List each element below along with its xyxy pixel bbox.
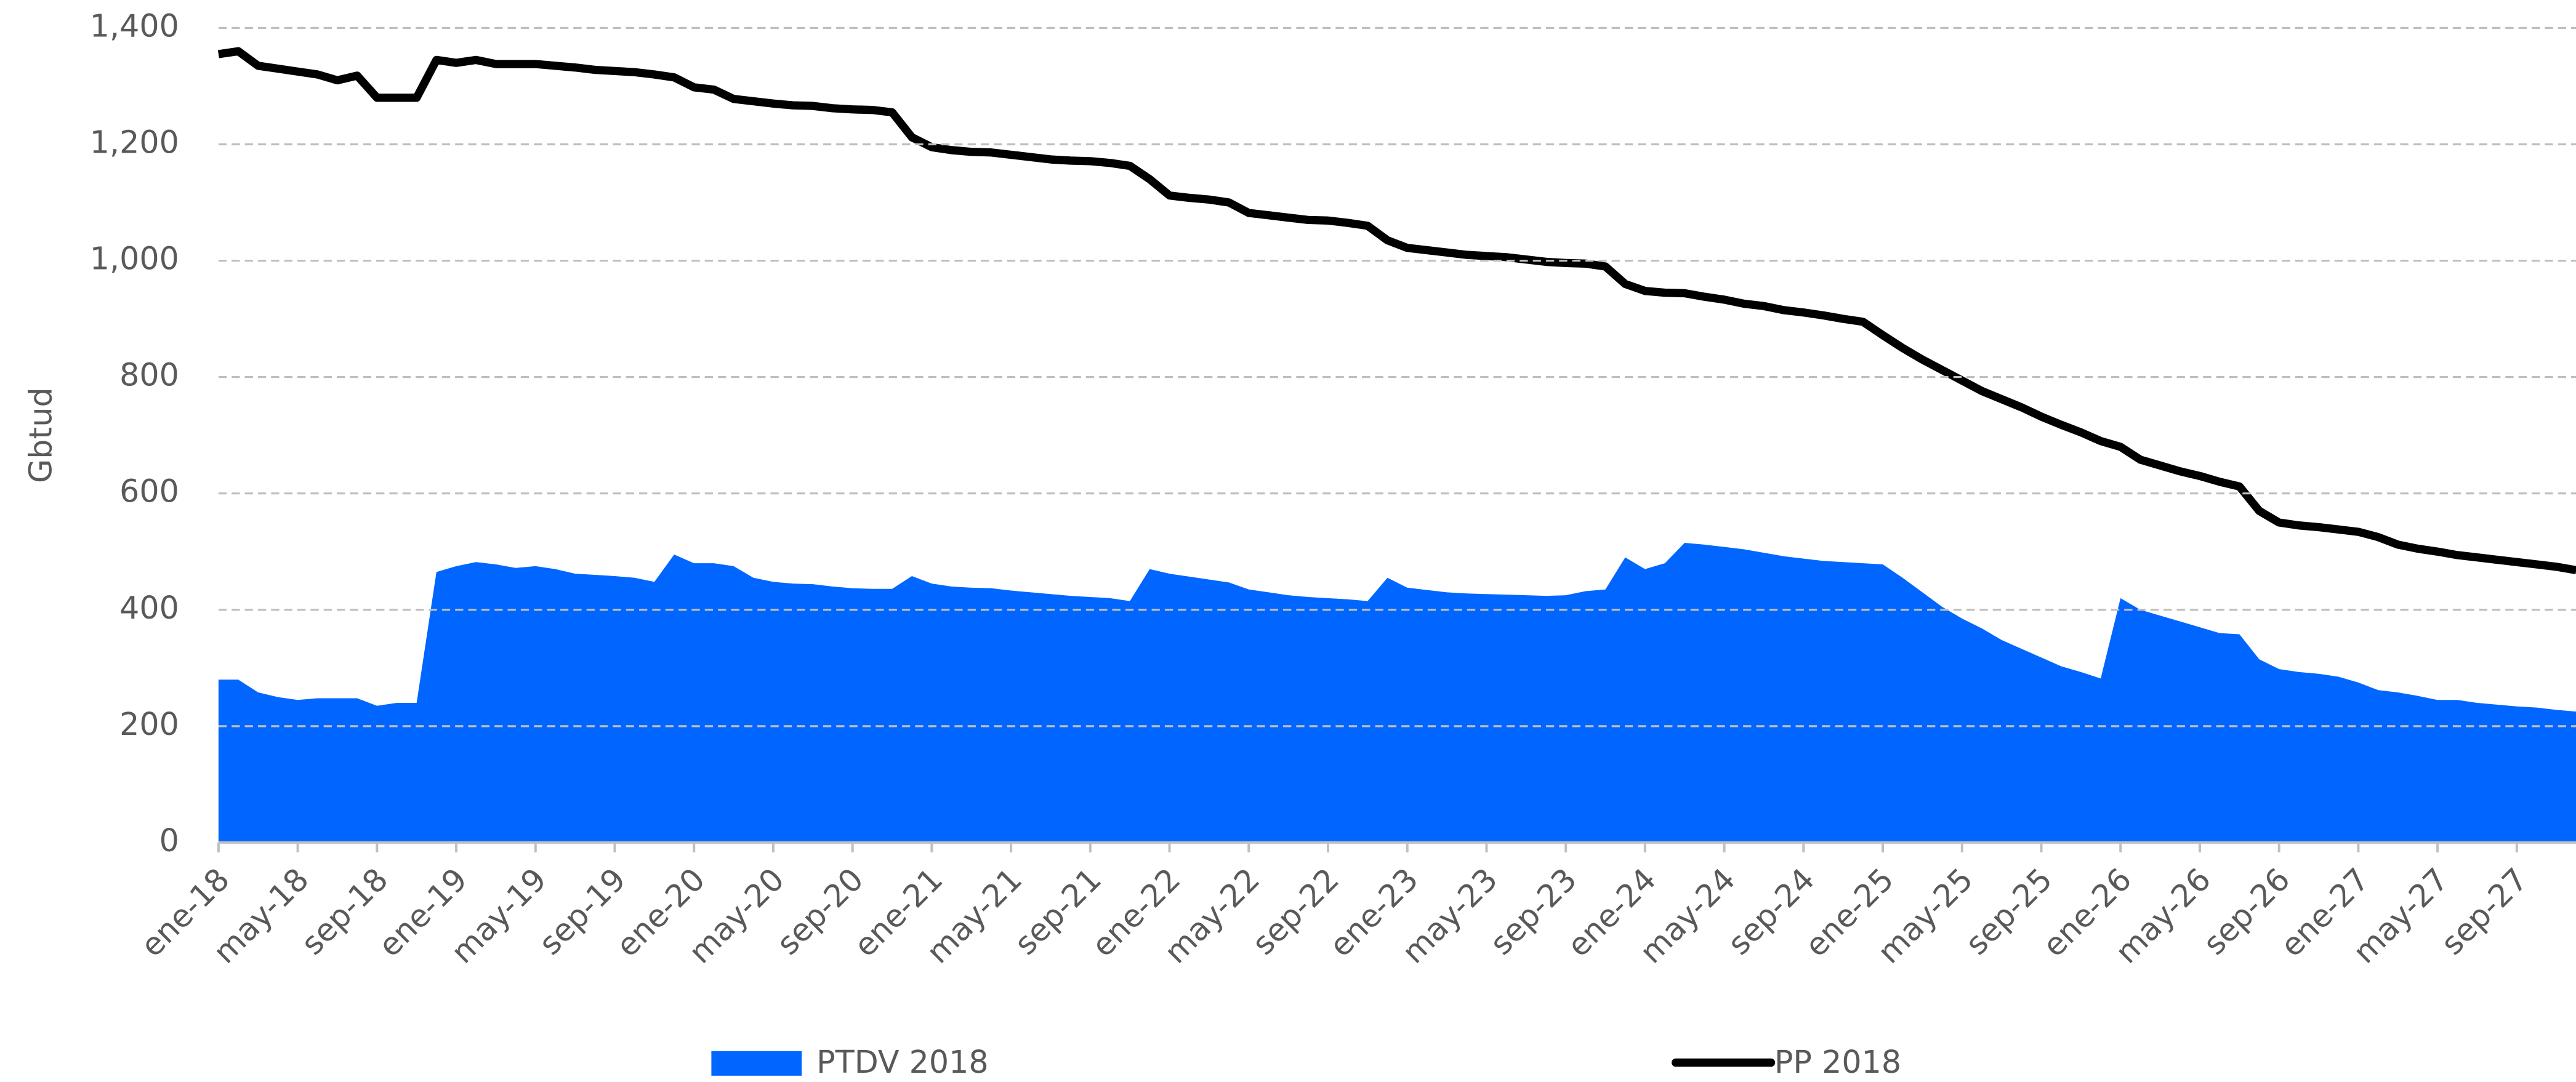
y-tick-label: 200 (119, 706, 179, 742)
y-tick-label: 1,000 (90, 241, 179, 277)
legend-label: PP 2018 (1774, 1044, 1901, 1080)
legend-swatch (711, 1051, 802, 1076)
y-tick-label: 400 (119, 590, 179, 626)
y-tick-label: 1,200 (90, 124, 179, 160)
area (218, 543, 2576, 843)
x-tick-label: sep-27 (2434, 861, 2535, 962)
y-axis-label: Gbtud (22, 387, 58, 483)
y-tick-label: 0 (159, 822, 179, 859)
y-tick-label: 800 (119, 357, 179, 393)
y-tick-label: 1,400 (90, 7, 179, 44)
line (217, 47, 2576, 575)
y-tick-label: 600 (119, 473, 179, 510)
legend-label: PTDV 2018 (816, 1044, 988, 1080)
